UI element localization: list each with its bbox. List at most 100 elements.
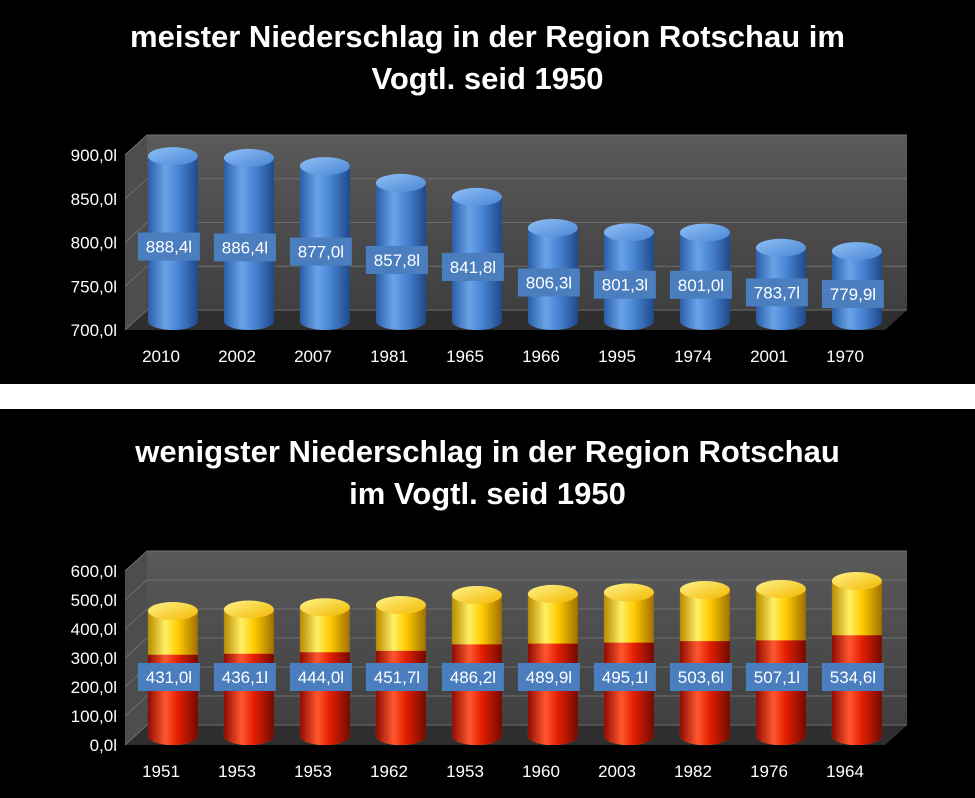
bar-top (223, 600, 274, 619)
x-tick-label: 1995 (598, 347, 636, 366)
chart-title-top-line1: meister Niederschlag in der Region Rotsc… (130, 19, 845, 54)
bar-top (603, 223, 654, 242)
data-label: 451,7l (374, 668, 420, 687)
chart-bottom: 0,0l 100,0l 200,0l 300,0l 400,0l 500,0l 600,0l… (71, 550, 907, 781)
bar-top (299, 598, 350, 617)
x-tick-label: 1965 (446, 347, 484, 366)
x-tick-label: 1953 (294, 762, 332, 781)
y-tick-label: 800,0l (71, 234, 117, 253)
x-tick-label: 1962 (370, 762, 408, 781)
data-label-box (213, 663, 276, 691)
data-label: 534,6l (830, 668, 876, 687)
bar-top (679, 223, 730, 242)
data-label-box (289, 237, 352, 266)
gridline (124, 178, 907, 200)
data-label: 806,3l (526, 273, 572, 292)
gridline (124, 550, 907, 572)
bar-body-red (451, 644, 502, 745)
chart-title-top: meister Niederschlag in der Region Rotsc… (0, 16, 975, 100)
bar-top (527, 218, 578, 237)
data-label-box (213, 233, 276, 262)
bar-top (375, 596, 426, 615)
gridline (124, 579, 907, 601)
data-label-box (593, 270, 656, 299)
data-label-box (365, 663, 428, 691)
chart-title-top-line2: Vogtl. seid 1950 (371, 61, 604, 96)
data-label-box (517, 268, 580, 297)
data-label: 507,1l (754, 668, 800, 687)
x-tick-label: 2001 (750, 347, 788, 366)
data-label-box (745, 663, 808, 691)
bar-body-red (679, 641, 730, 745)
bar-top (679, 580, 730, 599)
chart-title-bottom: wenigster Niederschlag in der Region Rot… (0, 431, 975, 515)
x-tick-label: 1974 (674, 347, 712, 366)
y-tick-label: 200,0l (71, 678, 117, 697)
bar-top (375, 173, 426, 192)
y-tick-label: 850,0l (71, 190, 117, 209)
chart-title-bottom-line2: im Vogtl. seid 1950 (349, 476, 626, 511)
data-label-box (821, 280, 884, 309)
x-tick-label: 2003 (598, 762, 636, 781)
data-label: 886,4l (222, 238, 268, 257)
data-label-box (745, 278, 808, 307)
data-label: 857,8l (374, 251, 420, 270)
data-label: 495,1l (602, 668, 648, 687)
data-label-box (441, 663, 504, 691)
data-label-box (517, 663, 580, 691)
data-label: 489,9l (526, 668, 572, 687)
data-label: 436,1l (222, 668, 268, 687)
data-label-box (137, 663, 200, 691)
data-label-box (365, 245, 428, 274)
data-label: 431,0l (146, 668, 192, 687)
x-tick-label: 2007 (294, 347, 332, 366)
bar-body-red (603, 642, 654, 745)
x-tick-label: 1951 (142, 762, 180, 781)
bar-top (147, 147, 198, 166)
data-label: 444,0l (298, 668, 344, 687)
x-tick-label: 1960 (522, 762, 560, 781)
chart-panel-top: meister Niederschlag in der Region Rotsc… (0, 0, 975, 384)
y-tick-label: 750,0l (71, 277, 117, 296)
y-tick-label: 900,0l (71, 146, 117, 165)
bar-top (299, 157, 350, 176)
bar (679, 580, 730, 745)
bar (831, 571, 882, 745)
bar-top (451, 586, 502, 605)
data-label-box (669, 270, 732, 299)
bar-top (831, 571, 882, 590)
bar-top (831, 242, 882, 261)
data-label: 877,0l (298, 243, 344, 262)
bar-top (451, 187, 502, 206)
bar-top (223, 148, 274, 167)
x-tick-label: 1964 (826, 762, 864, 781)
x-tick-label: 1970 (826, 347, 864, 366)
bar-top (755, 238, 806, 257)
x-tick-label: 2010 (142, 347, 180, 366)
y-tick-label: 400,0l (71, 620, 117, 639)
x-tick-label: 1976 (750, 762, 788, 781)
bar-top (603, 583, 654, 602)
bar-body-red (527, 643, 578, 745)
x-tick-label: 1966 (522, 347, 560, 366)
bar (755, 579, 806, 745)
data-label: 888,4l (146, 238, 192, 257)
y-tick-label: 0,0l (90, 736, 117, 755)
y-tick-label: 700,0l (71, 321, 117, 340)
x-tick-label: 1953 (446, 762, 484, 781)
bar-top (527, 584, 578, 603)
data-label-box (289, 663, 352, 691)
bar-top (755, 579, 806, 598)
data-label: 801,0l (678, 276, 724, 295)
y-tick-label: 600,0l (71, 562, 117, 581)
bar-top (147, 602, 198, 621)
panel-separator (0, 384, 975, 409)
y-tick-label: 300,0l (71, 649, 117, 668)
y-tick-label: 500,0l (71, 591, 117, 610)
data-label: 486,2l (450, 668, 496, 687)
chart-panel-bottom: wenigster Niederschlag in der Region Rot… (0, 409, 975, 798)
y-tick-label: 100,0l (71, 707, 117, 726)
data-label: 801,3l (602, 276, 648, 295)
chart-title-bottom-line1: wenigster Niederschlag in der Region Rot… (135, 434, 840, 469)
x-tick-label: 1953 (218, 762, 256, 781)
